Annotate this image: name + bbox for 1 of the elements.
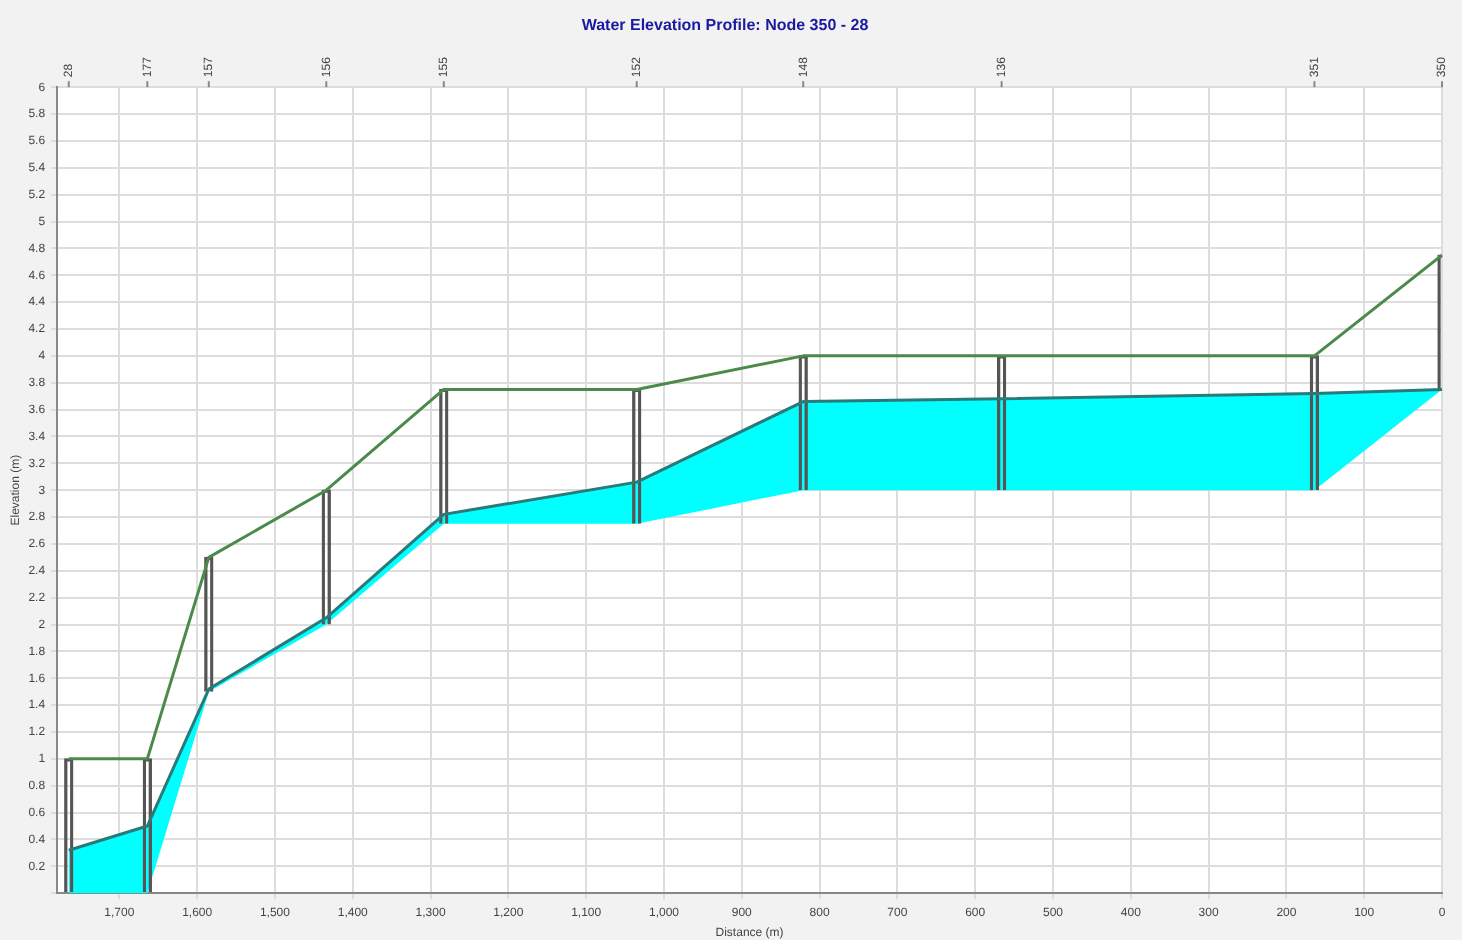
chart-title: Water Elevation Profile: Node 350 - 28 xyxy=(581,16,870,35)
